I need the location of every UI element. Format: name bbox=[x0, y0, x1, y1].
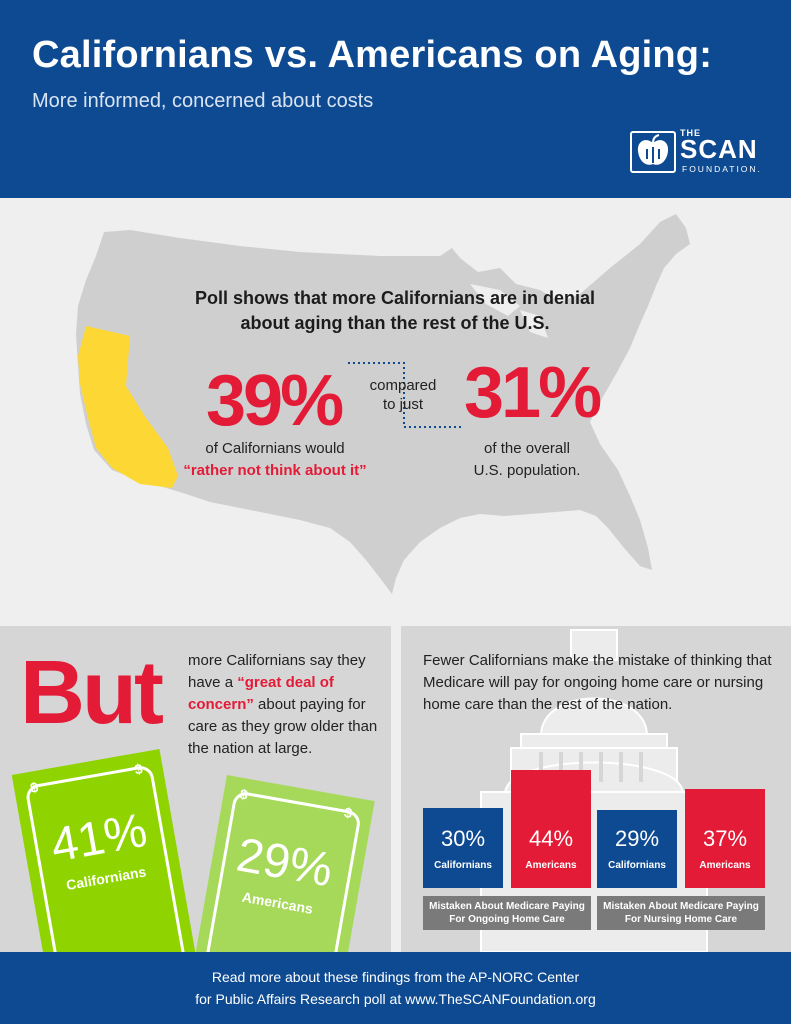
bar-value-label: 44% bbox=[528, 826, 574, 851]
compared-line1: compared bbox=[369, 377, 437, 394]
concern-text-after: about paying for care as they grow older… bbox=[188, 696, 378, 757]
map-section: Poll shows that more Californians are in… bbox=[0, 198, 791, 626]
us-map-shape bbox=[76, 214, 690, 594]
footer-line2: for Public Affairs Research poll at www.… bbox=[195, 991, 596, 1007]
footer-text: Read more about these findings from the … bbox=[0, 966, 791, 1010]
header-banner: Californians vs. Americans on Aging: Mor… bbox=[0, 0, 791, 198]
poll-headline-line1: Poll shows that more Californians are in… bbox=[194, 288, 596, 308]
concern-panel: But more Californians say they have a “g… bbox=[0, 626, 391, 952]
dollar-sign-icon: $ bbox=[29, 779, 40, 796]
bill-californians: $ $ 41% Californians bbox=[11, 748, 200, 952]
concern-text-before: more Californians say they have a bbox=[188, 652, 366, 691]
californians-denial-pct: 39% bbox=[206, 361, 344, 441]
californians-caption: of Californians would “rather not think … bbox=[170, 438, 380, 482]
money-bills-chart: $ $ 41% Californians $ $ 29% Americans bbox=[11, 748, 375, 952]
us-caption-line1: of the overall bbox=[484, 440, 570, 457]
compared-to-just: compared to just bbox=[358, 376, 448, 414]
concern-text: more Californians say they have a “great… bbox=[188, 650, 384, 760]
logo-scan: SCAN bbox=[680, 134, 758, 164]
us-denial-pct: 31% bbox=[464, 353, 602, 433]
dollar-sign-icon: $ bbox=[133, 760, 144, 777]
group-label-home-care: Mistaken About Medicare Paying For Ongoi… bbox=[423, 896, 591, 930]
logo-the: THE bbox=[680, 128, 701, 138]
medicare-panel: Fewer Californians make the mistake of t… bbox=[401, 626, 791, 952]
bar-californians-home-care: 30% Californians bbox=[423, 808, 503, 888]
californians-caption-line1: of Californians would bbox=[205, 440, 345, 457]
but-heading: But bbox=[20, 643, 164, 743]
page-subtitle: More informed, concerned about costs bbox=[32, 90, 374, 112]
californians-caption-quote: “rather not think about it” bbox=[183, 462, 367, 479]
scan-foundation-logo[interactable]: THE SCAN FOUNDATION. bbox=[630, 124, 770, 180]
group-label-nursing-home: Mistaken About Medicare Paying For Nursi… bbox=[597, 896, 765, 930]
poll-headline-line2: about aging than the rest of the U.S. bbox=[240, 313, 550, 333]
bill-americans: $ $ 29% Americans bbox=[187, 775, 375, 952]
dollar-sign-icon: $ bbox=[239, 786, 250, 803]
poll-headline: Poll shows that more Californians are in… bbox=[160, 286, 630, 336]
medicare-text: Fewer Californians make the mistake of t… bbox=[423, 652, 772, 713]
page-title: Californians vs. Americans on Aging: bbox=[32, 34, 713, 76]
bar-californians-nursing-home: 29% Californians bbox=[597, 810, 677, 888]
bar-series-label: Americans bbox=[525, 860, 577, 871]
bar-series-label: Californians bbox=[608, 860, 666, 871]
bar-value-label: 37% bbox=[702, 826, 748, 851]
us-caption: of the overall U.S. population. bbox=[458, 438, 596, 482]
us-caption-line2: U.S. population. bbox=[473, 462, 581, 479]
logo-foundation: FOUNDATION. bbox=[682, 164, 762, 174]
great-lakes bbox=[470, 284, 548, 338]
dollar-sign-icon: $ bbox=[343, 804, 354, 821]
bar-value-label: 30% bbox=[440, 826, 486, 851]
bar-americans-home-care: 44% Americans bbox=[511, 770, 591, 888]
bar-americans-nursing-home: 37% Americans bbox=[685, 789, 765, 888]
bar-series-label: Americans bbox=[699, 860, 751, 871]
compared-line2: to just bbox=[382, 396, 424, 413]
concern-text-highlight: “great deal of concern” bbox=[188, 674, 334, 713]
footer-banner: Read more about these findings from the … bbox=[0, 952, 791, 1024]
us-map bbox=[76, 214, 690, 594]
footer-line1: Read more about these findings from the … bbox=[211, 969, 580, 985]
bar-series-label: Californians bbox=[434, 860, 492, 871]
apple-logo-icon bbox=[630, 131, 676, 173]
bar-value-label: 29% bbox=[614, 826, 660, 851]
california-shape bbox=[78, 326, 178, 488]
